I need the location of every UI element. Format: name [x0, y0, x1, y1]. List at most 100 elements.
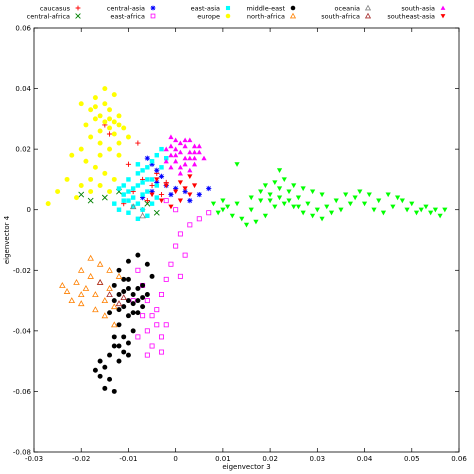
data-point	[319, 192, 325, 198]
data-point	[357, 189, 363, 195]
data-point	[130, 328, 136, 334]
legend-marker	[225, 5, 231, 11]
data-point	[59, 282, 66, 288]
data-point	[139, 212, 146, 219]
legend-entry-label: middle-east	[247, 4, 286, 12]
data-point	[154, 152, 159, 158]
legend-marker	[75, 5, 81, 11]
data-point	[97, 140, 103, 146]
data-point	[88, 189, 94, 195]
data-point	[135, 285, 141, 291]
data-point	[135, 171, 141, 176]
data-point	[88, 176, 94, 182]
data-point	[97, 358, 103, 364]
data-point	[121, 289, 127, 294]
data-point	[126, 210, 131, 215]
data-point	[163, 322, 169, 328]
data-point	[144, 292, 150, 297]
data-point	[140, 295, 146, 301]
data-point	[83, 158, 89, 164]
data-point	[324, 204, 330, 210]
data-point	[182, 252, 188, 258]
data-point	[187, 137, 193, 143]
data-point	[121, 349, 127, 355]
legend-marker	[364, 12, 372, 19]
data-point	[272, 180, 278, 186]
data-point	[121, 198, 126, 203]
data-point	[418, 207, 424, 213]
data-point	[182, 186, 188, 192]
data-point	[64, 176, 70, 182]
data-point	[168, 164, 174, 170]
data-point	[145, 165, 150, 170]
data-point	[177, 170, 183, 176]
series-southeast-asia	[149, 174, 198, 210]
data-point	[135, 183, 141, 188]
legend: caucasuscentral-africacentral-asiaeast-a…	[0, 4, 446, 20]
data-point	[125, 276, 131, 282]
data-point	[101, 297, 109, 304]
data-point	[92, 306, 99, 313]
data-point	[149, 192, 155, 198]
data-point	[116, 207, 122, 212]
data-point	[77, 300, 85, 307]
data-point	[300, 210, 306, 216]
plot-area	[45, 86, 448, 394]
data-point	[77, 291, 85, 297]
data-point	[159, 349, 164, 355]
data-point	[97, 152, 103, 158]
data-point	[125, 352, 131, 358]
data-point	[163, 276, 169, 282]
data-point	[121, 334, 127, 340]
data-point	[125, 285, 131, 291]
data-point	[121, 125, 127, 131]
data-point	[305, 201, 311, 207]
data-point	[107, 116, 113, 122]
series-europe	[45, 86, 131, 207]
data-point	[258, 198, 264, 204]
data-point	[163, 158, 169, 164]
legend-entry-label: east-africa	[110, 12, 145, 20]
data-point	[126, 177, 131, 182]
y-tick-label: -0.04	[13, 327, 32, 335]
data-point	[116, 267, 122, 273]
data-point	[376, 198, 382, 204]
x-tick-label: 0.06	[451, 455, 467, 463]
data-point	[149, 177, 155, 182]
data-point	[97, 113, 103, 119]
data-point	[121, 192, 126, 197]
data-point	[177, 198, 183, 204]
data-point	[107, 146, 113, 152]
data-point	[234, 201, 240, 207]
data-point	[140, 313, 146, 319]
data-point	[144, 261, 150, 267]
data-point	[413, 210, 420, 216]
data-point	[177, 164, 183, 170]
data-point	[106, 266, 113, 273]
data-point	[182, 137, 188, 143]
data-point	[385, 192, 391, 198]
data-point	[154, 183, 159, 188]
data-point	[130, 186, 136, 191]
data-point	[196, 143, 202, 149]
data-point	[144, 298, 150, 304]
data-point	[182, 188, 188, 195]
data-point	[111, 343, 117, 349]
data-point	[173, 243, 179, 249]
data-point	[177, 149, 183, 155]
data-point	[182, 155, 188, 161]
data-point	[102, 101, 108, 107]
data-point	[390, 204, 396, 210]
data-point	[92, 367, 98, 373]
data-point	[140, 282, 146, 288]
data-point	[102, 119, 108, 125]
data-point	[149, 182, 155, 189]
data-point	[83, 122, 89, 128]
legend-marker	[289, 12, 297, 19]
data-point	[106, 285, 113, 291]
data-point	[191, 155, 198, 161]
data-point	[187, 198, 193, 204]
data-point	[158, 173, 165, 179]
legend-marker	[364, 4, 372, 11]
